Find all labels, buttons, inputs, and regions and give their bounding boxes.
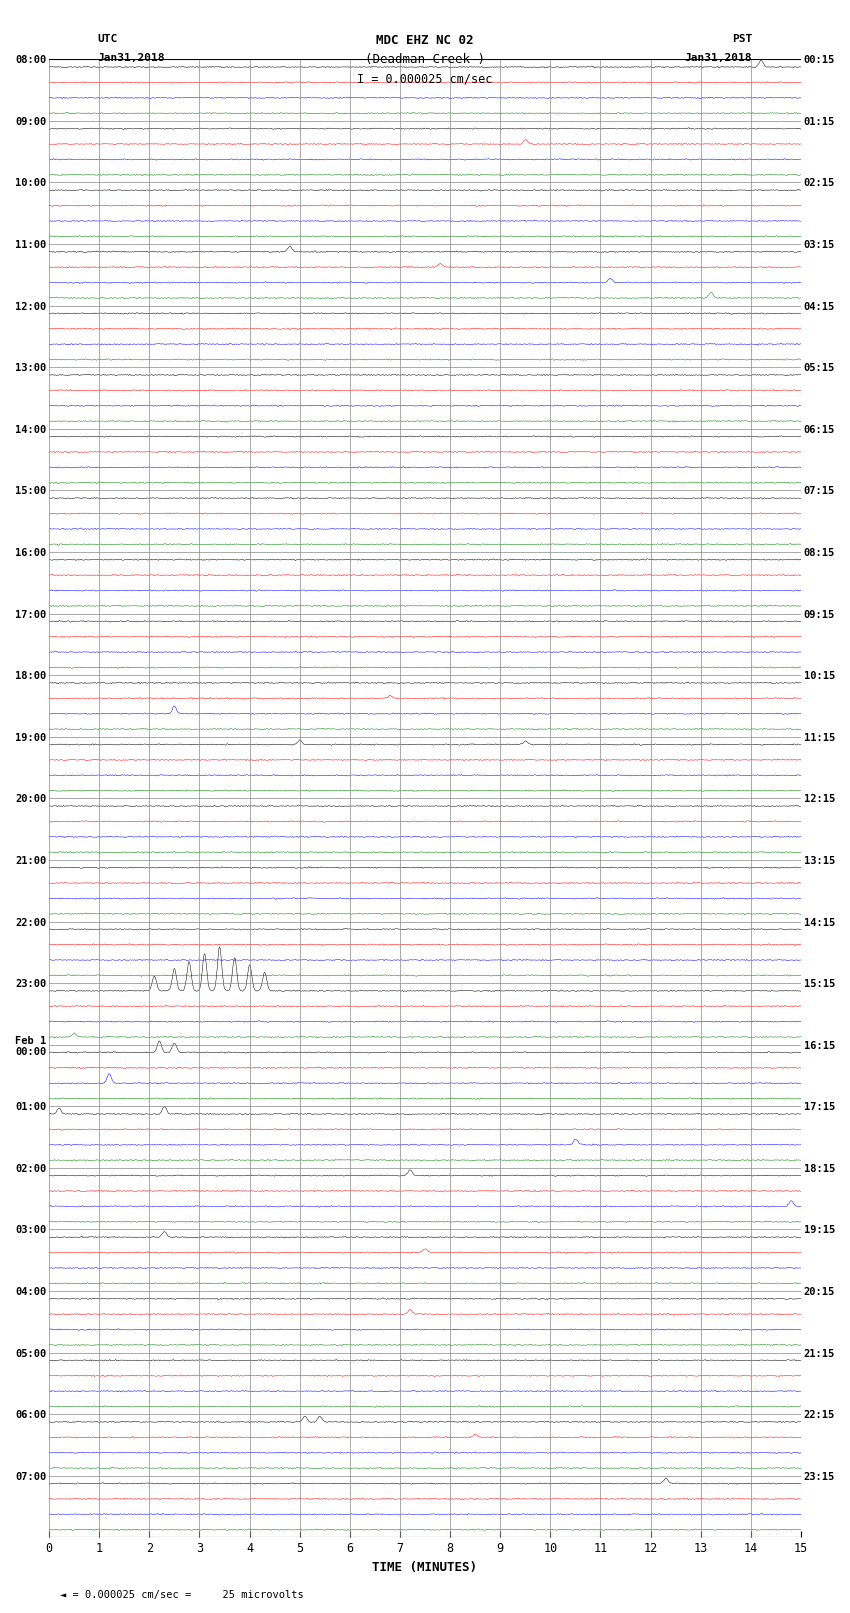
Text: Jan31,2018: Jan31,2018 bbox=[98, 53, 165, 63]
Text: UTC: UTC bbox=[98, 34, 118, 44]
Text: (Deadman Creek ): (Deadman Creek ) bbox=[365, 53, 485, 66]
Text: MDC EHZ NC 02: MDC EHZ NC 02 bbox=[377, 34, 473, 47]
Text: ◄ = 0.000025 cm/sec =     25 microvolts: ◄ = 0.000025 cm/sec = 25 microvolts bbox=[60, 1590, 303, 1600]
Text: I = 0.000025 cm/sec: I = 0.000025 cm/sec bbox=[357, 73, 493, 85]
Text: Jan31,2018: Jan31,2018 bbox=[685, 53, 752, 63]
X-axis label: TIME (MINUTES): TIME (MINUTES) bbox=[372, 1561, 478, 1574]
Text: PST: PST bbox=[732, 34, 752, 44]
